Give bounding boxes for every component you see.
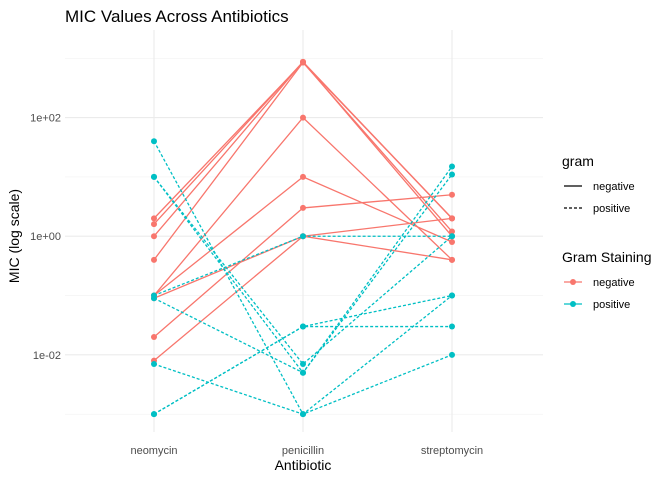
data-point-negative [449,215,455,222]
chart-title: MIC Values Across Antibiotics [65,7,289,26]
data-point-positive [300,369,306,376]
legend-label-negative: negative [593,181,635,193]
y-tick-label: 1e+02 [30,113,61,125]
legend-label-negative: negative [593,277,635,289]
data-point-positive [300,411,306,418]
data-point-negative [300,204,306,211]
data-point-positive [449,292,455,299]
data-point-positive [300,361,306,368]
data-point-positive [449,323,455,330]
data-point-negative [151,256,157,263]
axes: 1e-02 1e+00 1e+02 neomycin penicillin strepto… [30,113,483,457]
data-point-positive [151,411,157,418]
data-point-positive [151,361,157,368]
legend-point-negative [570,279,576,285]
y-axis-title: MIC (log scale) [6,189,22,283]
data-point-negative [300,58,306,65]
legend-label-positive: positive [593,203,630,215]
data-point-negative [151,233,157,240]
data-point-negative [300,114,306,121]
data-point-negative [449,256,455,263]
x-tick-label: neomycin [130,445,177,457]
data-point-positive [300,233,306,240]
data-point-negative [449,191,455,198]
data-point-negative [151,215,157,222]
data-point-negative [151,333,157,340]
data-point-positive [449,163,455,170]
data-point-positive [151,295,157,302]
data-point-positive [300,323,306,330]
y-tick-label: 1e-02 [33,350,61,362]
series-points [151,58,455,418]
x-tick-label: streptomycin [421,445,483,457]
legend-label-positive: positive [593,299,630,311]
data-point-positive [449,233,455,240]
series-line-positive [153,176,453,365]
legend-point-positive [570,301,576,307]
data-point-negative [449,238,455,245]
data-point-negative [449,228,455,235]
data-point-positive [151,173,157,180]
data-point-positive [449,351,455,358]
legend-title-gram: gram [562,153,594,169]
data-point-negative [300,173,306,180]
legend-title-gram-staining: Gram Staining [562,249,651,265]
data-point-positive [449,171,455,178]
x-tick-label: penicillin [282,445,324,457]
data-point-negative [151,221,157,228]
y-tick-label: 1e+00 [30,231,61,243]
data-point-positive [151,138,157,145]
x-axis-title: Antibiotic [275,457,332,473]
legend: gram negative positive Gram Staining negativ… [562,153,651,311]
